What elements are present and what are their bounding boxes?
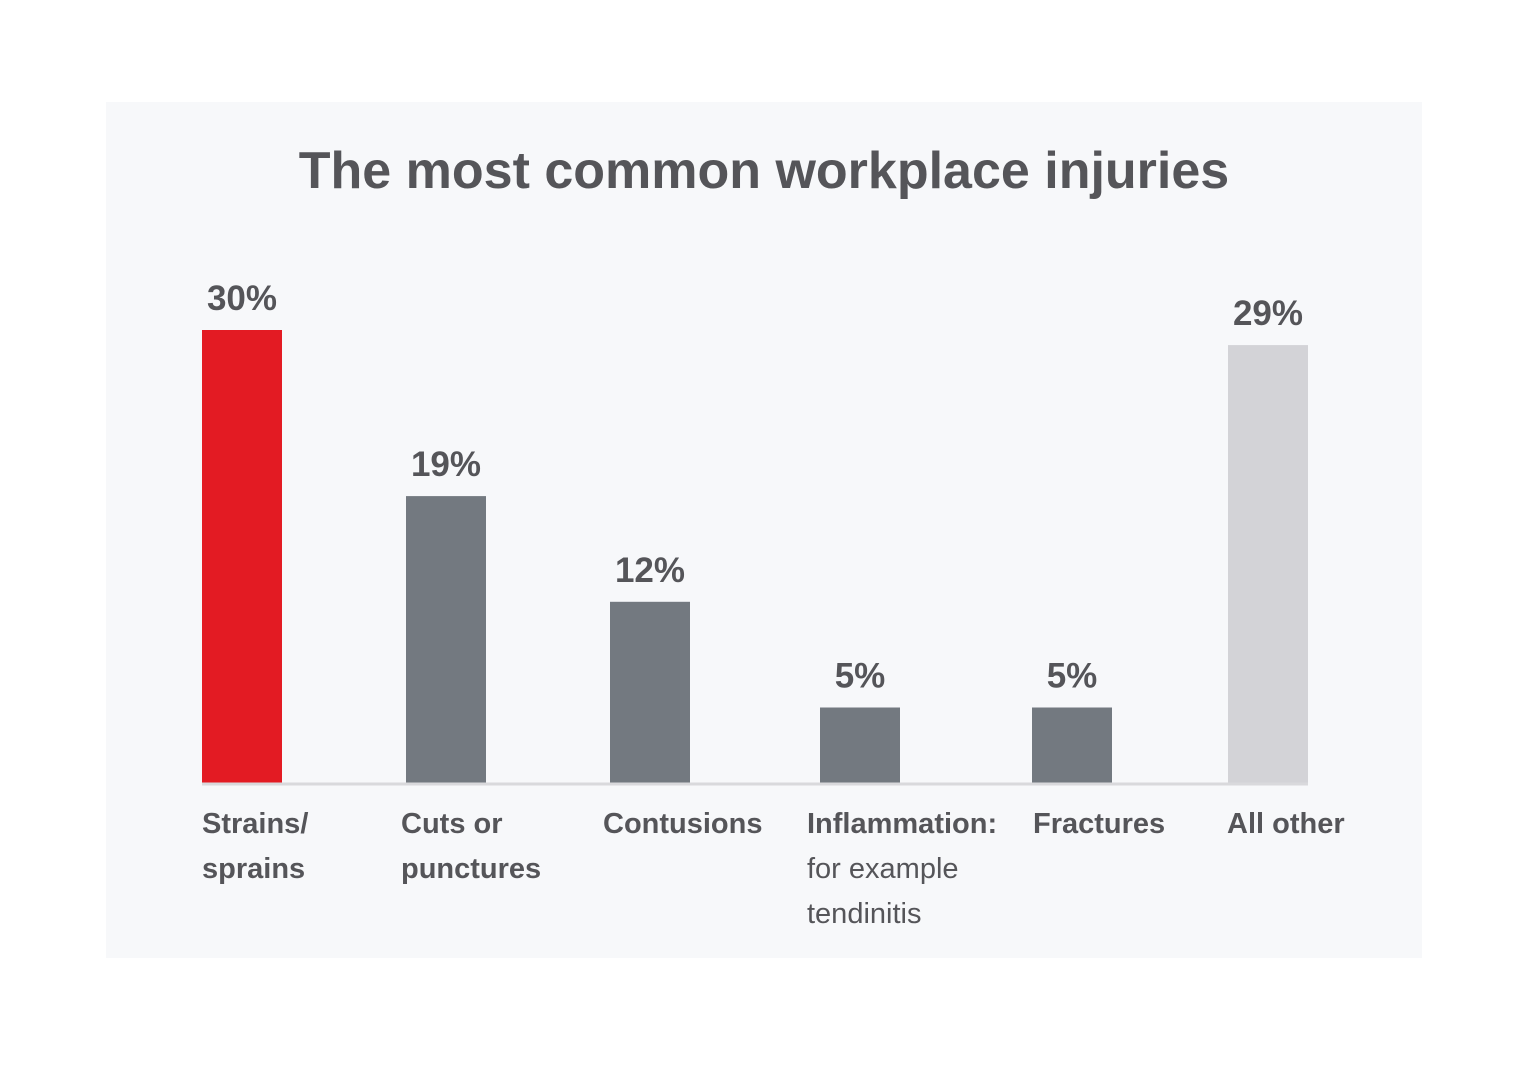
bar-chart: The most common workplace injuries 30% St… [202, 142, 1345, 930]
category-label: punctures [401, 853, 541, 885]
category-label: All other [1227, 808, 1345, 840]
category-label: Cuts or [401, 808, 503, 840]
value-label: 5% [1047, 657, 1098, 696]
bar [1032, 707, 1112, 783]
category-label: sprains [202, 853, 305, 885]
category-label: Contusions [603, 808, 763, 840]
category-label: Fractures [1033, 808, 1165, 840]
chart-panel: The most common workplace injuries 30% St… [106, 102, 1422, 958]
chart-title: The most common workplace injuries [299, 142, 1229, 200]
bar [202, 330, 282, 783]
category-sublabel: tendinitis [807, 898, 921, 930]
category-label: Strains/ [202, 808, 308, 840]
value-label: 5% [835, 657, 886, 696]
labels-layer: 30% Strains/sprains 19% Cuts or punctures 12%… [202, 279, 1345, 930]
category-sublabel: for example [807, 853, 959, 885]
value-label: 12% [615, 551, 685, 590]
value-label: 30% [207, 279, 277, 318]
bar [1228, 345, 1308, 783]
bar [406, 496, 486, 783]
bars-layer [202, 330, 1308, 783]
value-label: 29% [1233, 294, 1303, 333]
category-label: Inflammation: [807, 808, 997, 840]
bar [820, 707, 900, 783]
value-label: 19% [411, 445, 481, 484]
bar [610, 601, 690, 783]
